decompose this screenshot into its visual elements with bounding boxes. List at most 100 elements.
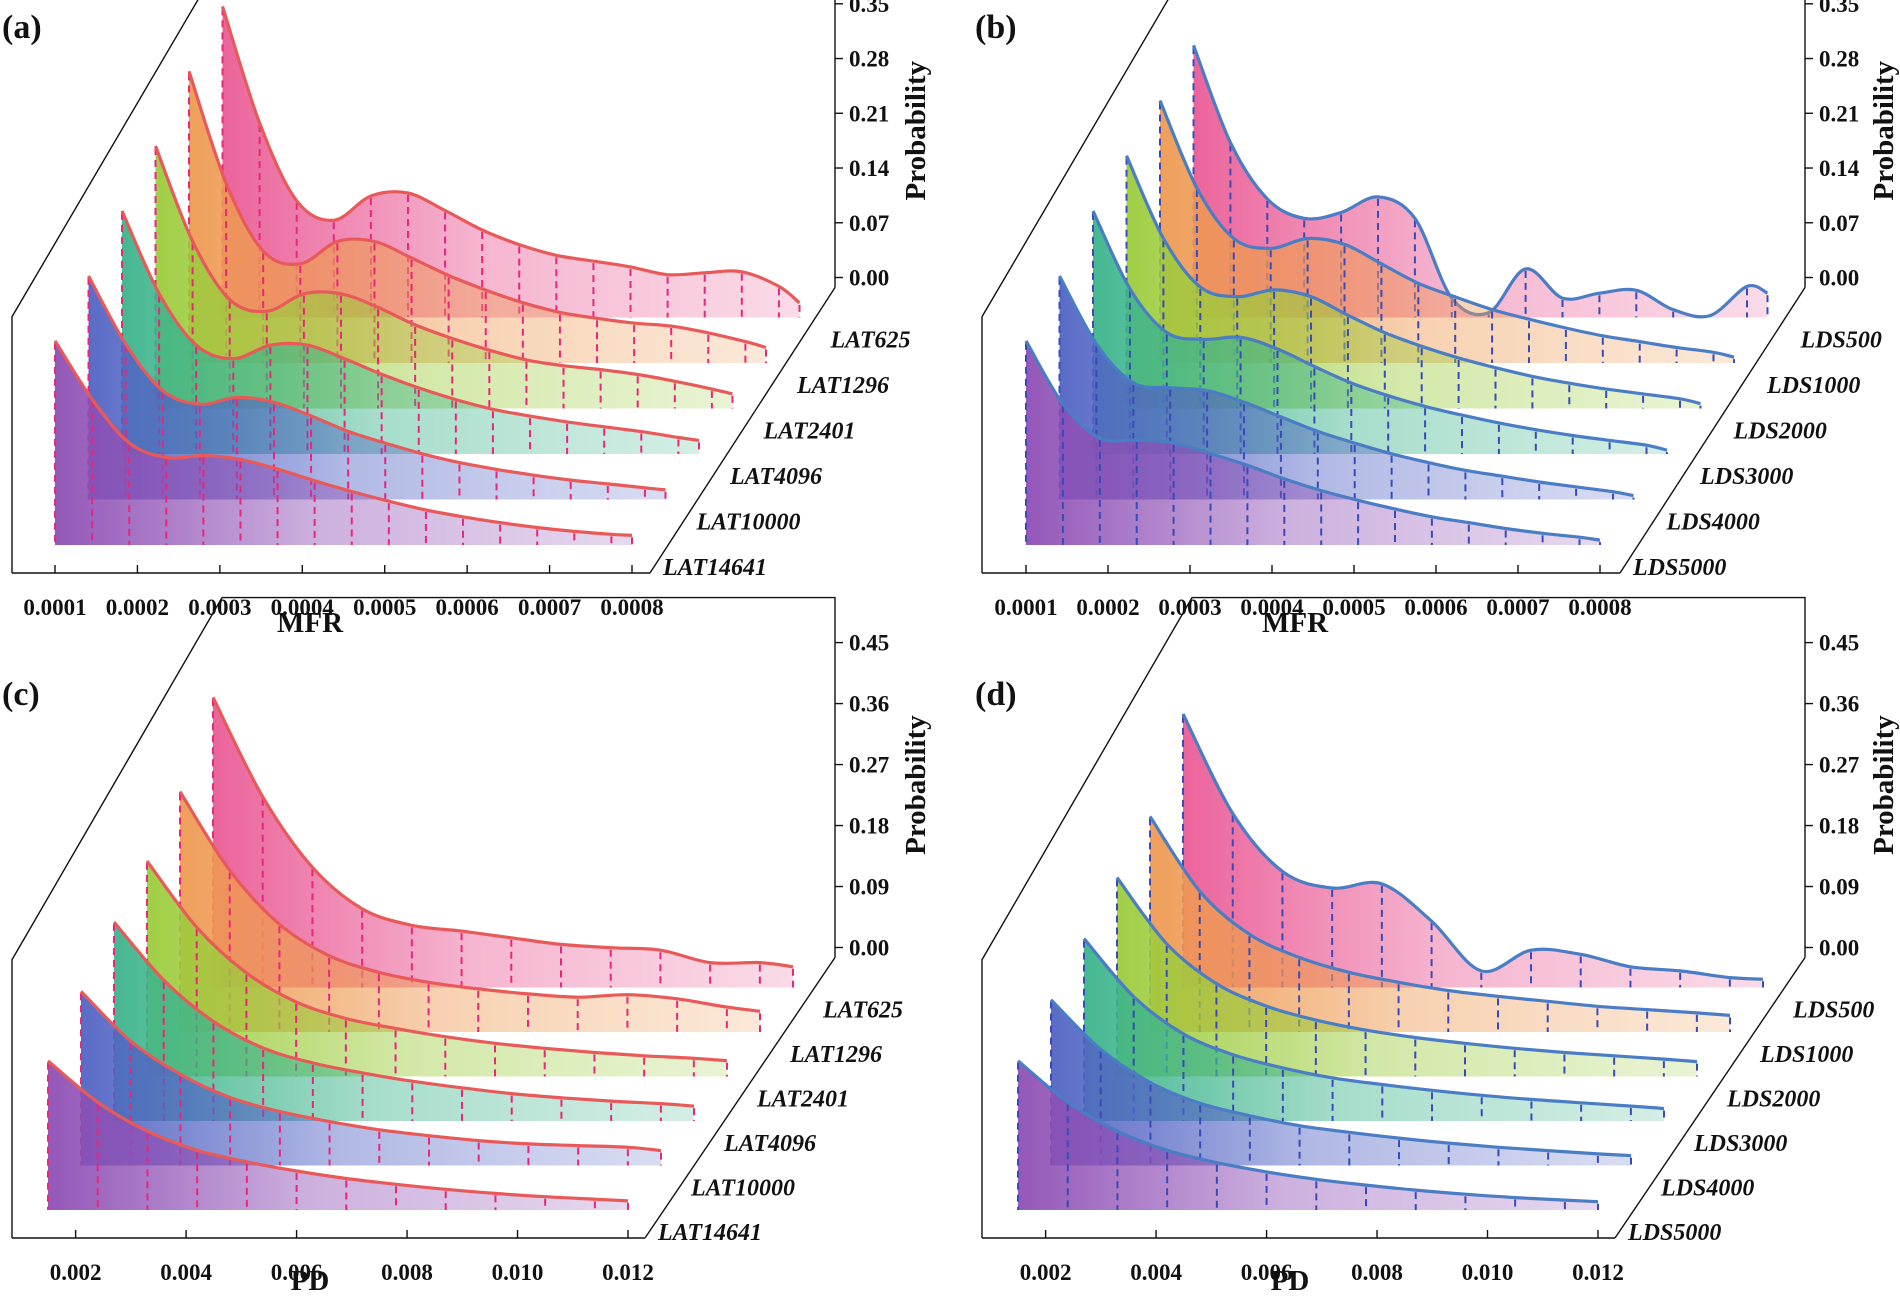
ridge-area [55, 340, 632, 545]
x-tick-label: 0.0001 [994, 595, 1057, 620]
ridge-line [53, 339, 633, 537]
ridge-line [1115, 876, 1698, 1064]
y-tick-label: 0.27 [849, 753, 889, 778]
series-label: LDS4000 [1660, 1176, 1754, 1202]
ridge-row [46, 1059, 629, 1210]
y-tick-label: 0.36 [1819, 692, 1859, 717]
x-tick-label: 0.0003 [188, 595, 251, 620]
x-tick-label: 0.0002 [106, 595, 169, 620]
y-tick-label: 0.36 [849, 692, 889, 717]
y-tick-label: 0.35 [849, 0, 889, 17]
ridge-area [1117, 877, 1697, 1077]
ridge-row [1016, 1059, 1599, 1210]
panel-d: (d)0.002 0.004 0.006 0.008 0.010 0.012PD0.000… [975, 596, 1900, 1296]
x-tick-label: 0.006 [271, 1260, 323, 1285]
series-label: LDS4000 [1666, 510, 1760, 536]
series-label: LDS500 [1800, 328, 1882, 354]
ridge-row [1091, 210, 1668, 454]
y-tick-label: 0.45 [849, 631, 889, 656]
ridge-area [1183, 713, 1763, 988]
y-tick-label: 0.07 [849, 211, 889, 236]
ridge-row [112, 920, 695, 1121]
panel-c: (c)0.002 0.004 0.006 0.008 0.010 0.012PD0.000… [2, 596, 932, 1296]
x-tick-label: 0.0005 [1322, 595, 1385, 620]
ridge-area [147, 860, 727, 1077]
plot-frame [981, 596, 1806, 1238]
x-tick-label: 0.0006 [436, 595, 499, 620]
y-tick-label: 0.27 [1819, 753, 1859, 778]
x-tick-label: 0.002 [1020, 1260, 1072, 1285]
ridge-area [122, 210, 699, 454]
y-tick-label: 0.18 [849, 814, 889, 839]
series-label: LDS1000 [1759, 1042, 1853, 1068]
ridge-line [1158, 99, 1735, 359]
ridge-area [1150, 816, 1730, 1032]
panel-a: (a) 0.0001 0.0002 0.0003 0.0004 0.0005 0.0006 0… [2, 0, 932, 639]
y-tick-label: 0.00 [1819, 266, 1859, 291]
series-label: LAT2401 [756, 1087, 849, 1113]
series-label: LAT1296 [796, 373, 889, 399]
x-tick-label: 0.008 [1351, 1260, 1403, 1285]
ridge-area [114, 922, 694, 1121]
ridge-line [1049, 998, 1632, 1158]
series-label: LAT2401 [763, 419, 856, 445]
ridge-row [1148, 815, 1731, 1032]
y-axis-title: Probability [1868, 60, 1900, 200]
ridge-area [1051, 999, 1631, 1166]
y-tick-label: 0.18 [1819, 814, 1859, 839]
y-tick-label: 0.35 [1819, 0, 1859, 17]
ridge-row [1058, 275, 1635, 500]
x-axis-title: MFR [277, 607, 344, 639]
x-tick-label: 0.0004 [271, 595, 335, 620]
depth-axis-line [649, 287, 836, 574]
ridge-area [1018, 1060, 1598, 1210]
series-label: LAT4096 [729, 464, 822, 490]
ridge-area [48, 1060, 628, 1210]
series-label: LAT625 [822, 998, 903, 1024]
x-tick-label: 0.0008 [1568, 595, 1631, 620]
ridge-line [1016, 1059, 1599, 1204]
x-axis-title: MFR [1262, 607, 1329, 639]
series-label: LAT14641 [657, 1220, 762, 1246]
x-axis-title: PD [291, 1265, 330, 1296]
ridge-line [1024, 339, 1601, 542]
panel-letter: (c) [2, 676, 40, 713]
depth-axis-line [1619, 287, 1806, 574]
series-label: LDS500 [1792, 998, 1874, 1024]
ridge-area [180, 791, 760, 1032]
ridge-row [1024, 339, 1601, 545]
ridge-row [53, 339, 633, 545]
series-label: LDS2000 [1733, 419, 1827, 445]
ridge-line [1082, 937, 1665, 1111]
x-tick-label: 0.0004 [1240, 595, 1304, 620]
x-tick-label: 0.010 [1462, 1260, 1514, 1285]
x-tick-label: 0.0007 [518, 595, 581, 620]
x-tick-label: 0.0002 [1076, 595, 1139, 620]
x-tick-label: 0.012 [602, 1260, 654, 1285]
y-tick-label: 0.09 [1819, 875, 1859, 900]
series-label: LDS3000 [1699, 464, 1793, 490]
x-tick-label: 0.008 [381, 1260, 433, 1285]
y-axis-title: Probability [1868, 715, 1900, 855]
panel-letter: (d) [975, 676, 1017, 713]
series-label: LAT4096 [723, 1131, 816, 1157]
ridge-line [46, 1059, 629, 1203]
ridge-line [211, 696, 794, 969]
series-label: LDS1000 [1766, 373, 1860, 399]
ridge-area [1084, 938, 1664, 1121]
y-tick-label: 0.14 [1819, 156, 1860, 181]
ridge-line [1091, 210, 1668, 452]
x-tick-label: 0.0006 [1404, 595, 1467, 620]
ridge-area [213, 697, 793, 988]
x-tick-label: 0.0007 [1486, 595, 1549, 620]
plot-frame [11, 0, 836, 573]
ridge-area [1093, 210, 1667, 454]
ridge-area [1026, 340, 1600, 545]
x-tick-label: 0.006 [1241, 1260, 1293, 1285]
series-label: LAT10000 [690, 1176, 795, 1202]
panel-letter: (a) [2, 9, 42, 46]
series-label: LAT1296 [789, 1042, 882, 1068]
x-tick-label: 0.0005 [353, 595, 416, 620]
y-tick-label: 0.00 [849, 266, 889, 291]
series-label: LAT625 [830, 328, 911, 354]
